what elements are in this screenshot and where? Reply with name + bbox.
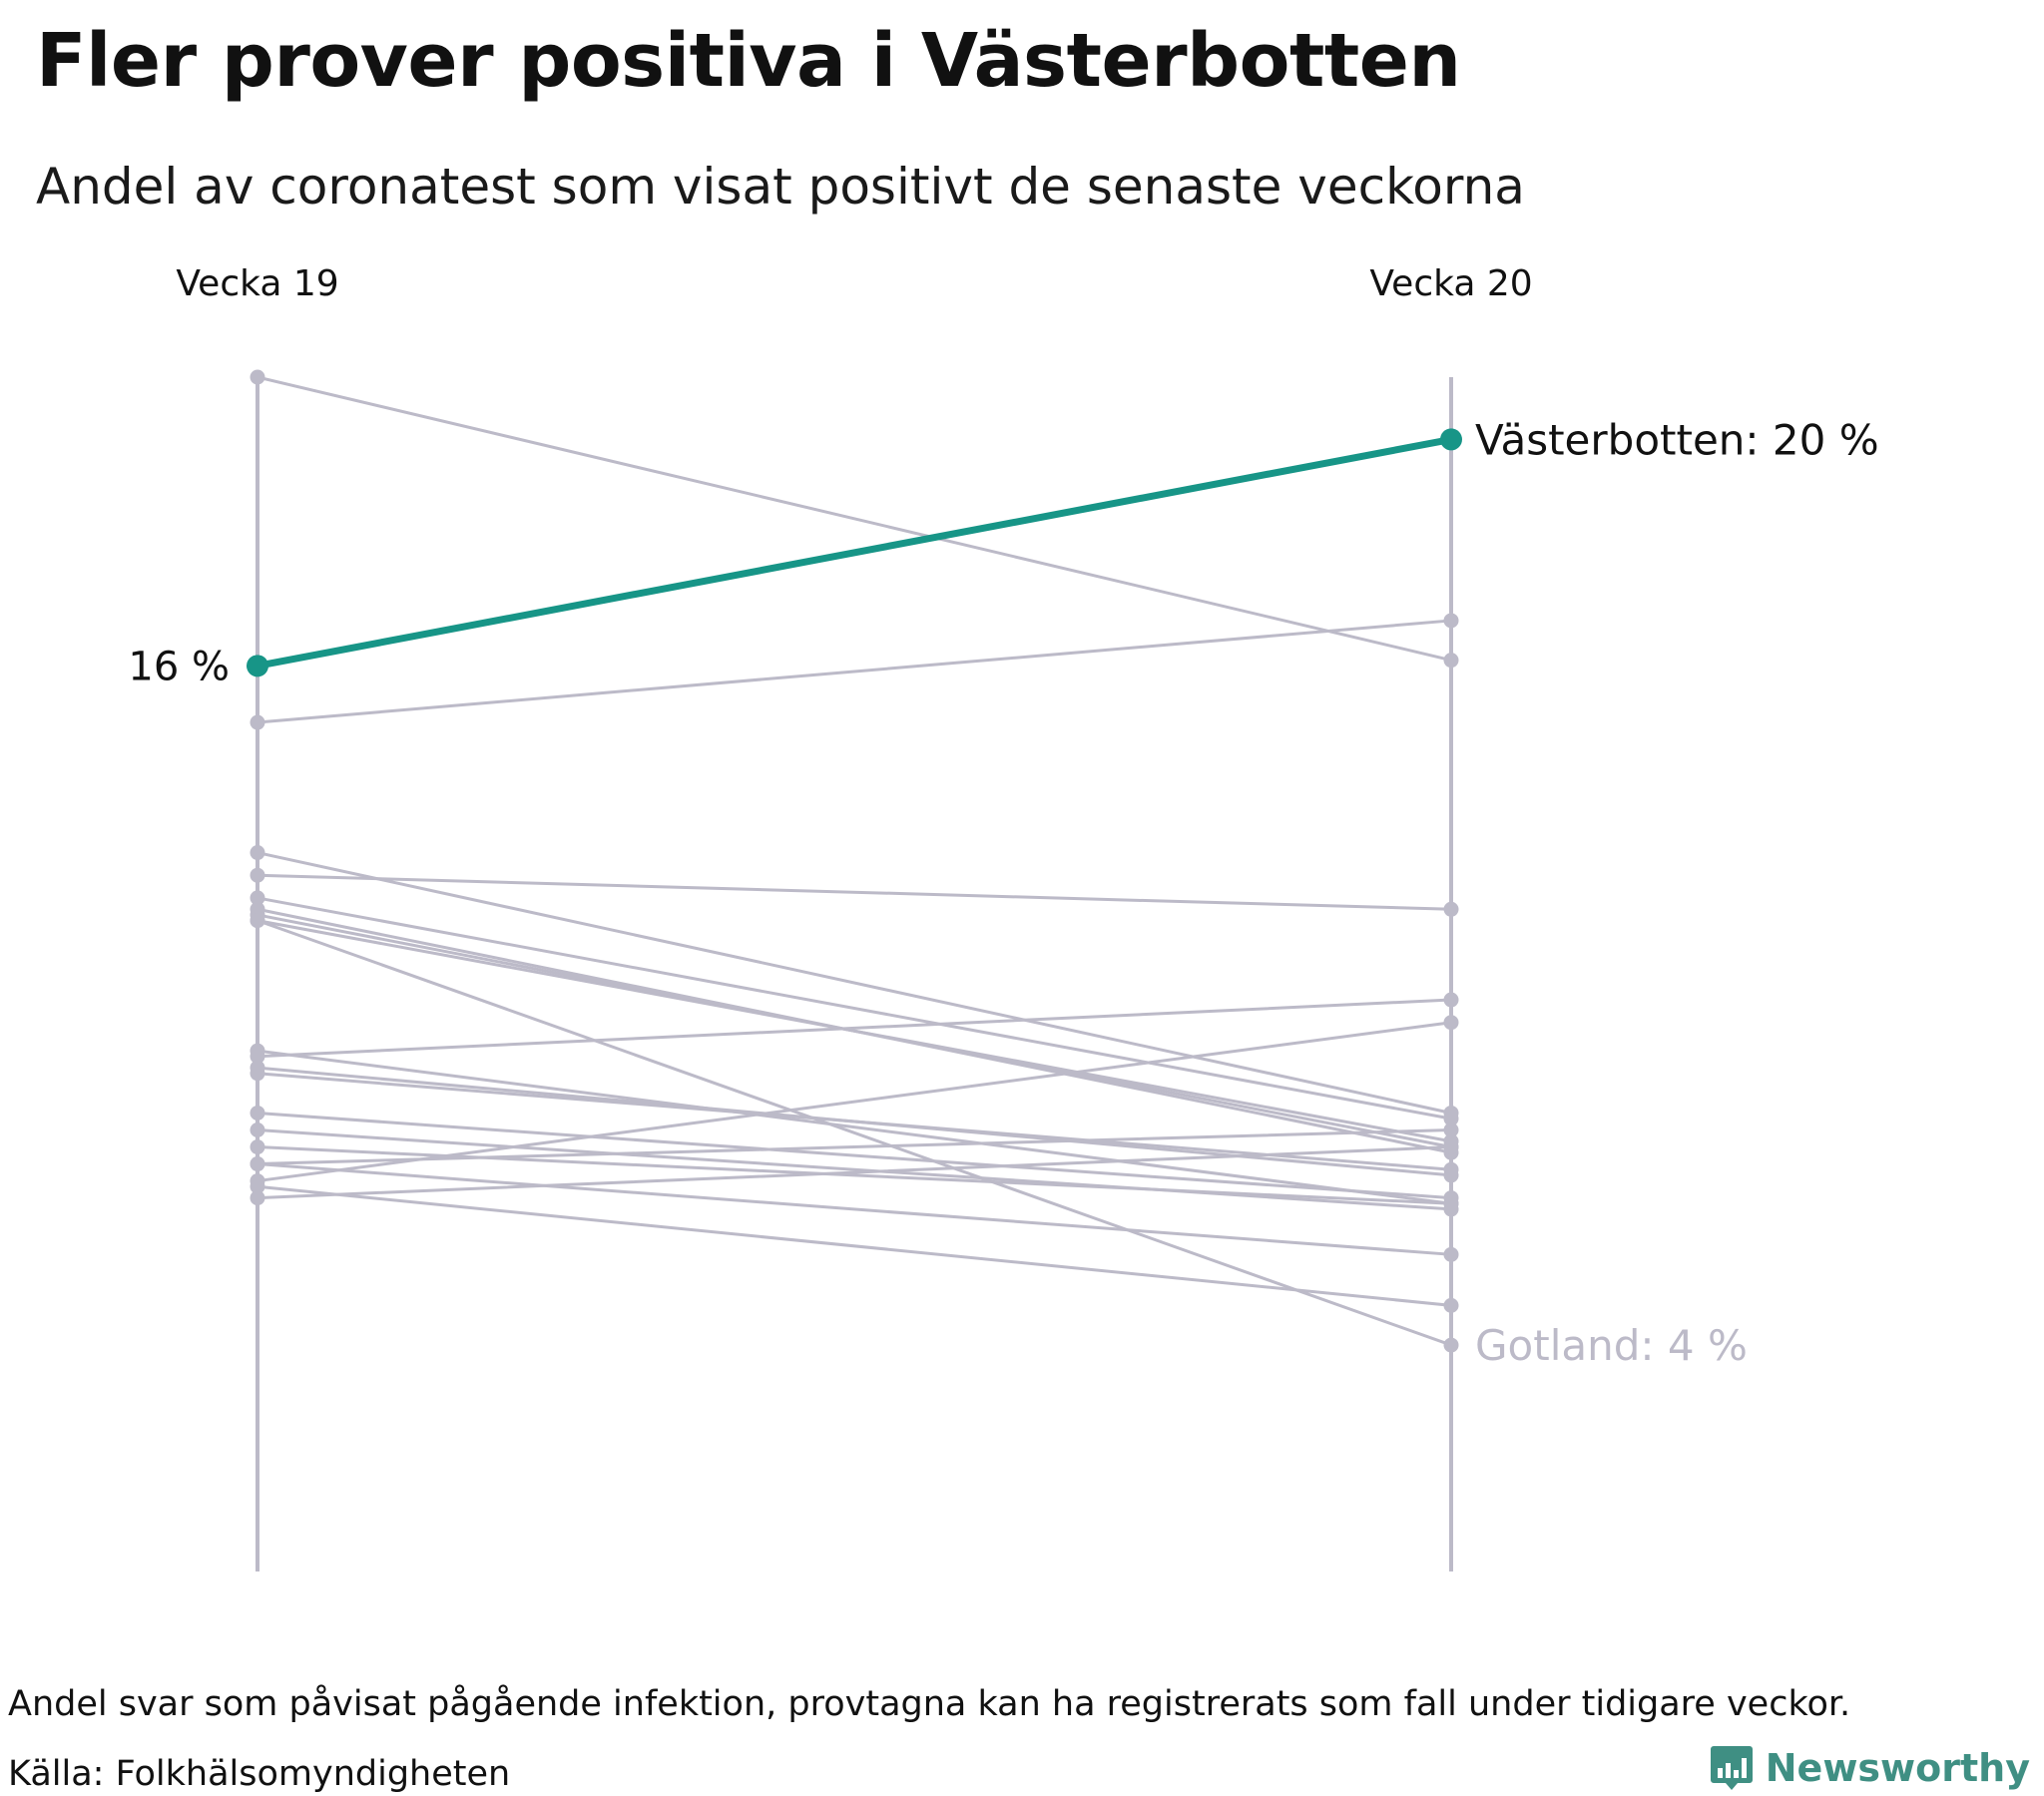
region-point-vecka-19-10: [250, 1043, 265, 1059]
region-line-10: [256, 1049, 1453, 1205]
vasterbotten-line: [254, 435, 1455, 670]
region-point-vecka-20-1: [1443, 653, 1459, 669]
region-line-19: [256, 1184, 1453, 1307]
region-line-13: [256, 1111, 1453, 1200]
gotland-point-vecka-20: [1443, 1337, 1459, 1353]
region-line-4: [256, 873, 1453, 911]
region-point-vecka-20-9: [1443, 992, 1459, 1008]
region-point-vecka-19-5: [250, 890, 265, 906]
region-point-vecka-20-12: [1443, 1161, 1459, 1177]
region-point-vecka-19-20: [250, 1190, 265, 1206]
vasterbotten-start-label: 16 %: [128, 644, 230, 689]
region-point-vecka-19-3: [250, 845, 265, 861]
vasterbotten-point-vecka-20: [1440, 428, 1462, 451]
region-line-17: [256, 1162, 1453, 1256]
region-line-20: [256, 1145, 1453, 1200]
bar-chart-speech-bubble-icon: [1710, 1746, 1753, 1790]
vasterbotten-point-vecka-19: [247, 655, 268, 677]
gotland-end-label: Gotland: 4 %: [1475, 1321, 1748, 1370]
region-point-vecka-19-4: [250, 867, 265, 883]
region-line-14: [256, 1128, 1453, 1211]
region-line-3: [256, 851, 1453, 1115]
brand-name: Newsworthy: [1765, 1746, 2030, 1790]
region-point-vecka-20-18: [1443, 1015, 1459, 1031]
region-point-vecka-19-14: [250, 1122, 265, 1138]
vasterbotten-end-label: Västerbotten: 20 %: [1475, 415, 1879, 464]
chart-subtitle: Andel av coronatest som visat positivt d…: [36, 158, 1525, 216]
category-label-vecka-20: Vecka 20: [1369, 263, 1532, 304]
region-line-18: [256, 1021, 1453, 1183]
region-point-vecka-19-2: [250, 714, 265, 730]
region-line-9: [256, 998, 1453, 1059]
region-point-vecka-20-20: [1443, 1139, 1459, 1155]
footnote: Andel svar som påvisat pågående infektio…: [8, 1684, 1851, 1724]
vasterbotten-series: [247, 428, 1462, 677]
source-credit: Källa: Folkhälsomyndigheten: [8, 1754, 511, 1794]
region-line-2: [256, 619, 1453, 724]
region-line-15: [256, 1145, 1453, 1205]
category-label-vecka-19: Vecka 19: [176, 263, 338, 304]
region-point-vecka-20-4: [1443, 901, 1459, 917]
region-line-16: [256, 1128, 1453, 1166]
region-point-vecka-20-17: [1443, 1246, 1459, 1262]
chart-title: Fler prover positiva i Västerbotten: [36, 18, 1461, 104]
region-point-vecka-19-15: [250, 1139, 265, 1155]
region-line-5: [256, 896, 1453, 1121]
gotland-series: [250, 913, 1459, 1353]
region-point-vecka-20-15: [1443, 1195, 1459, 1211]
gotland-point-vecka-19: [250, 913, 265, 929]
newsworthy-logo: Newsworthy: [1710, 1744, 2030, 1792]
region-line-12: [256, 1072, 1453, 1171]
region-point-vecka-19-17: [250, 1156, 265, 1172]
gotland-line: [256, 919, 1453, 1347]
slope-chart: Vecka 19 Vecka 20 16 % Västerbotten: 20 …: [128, 263, 1879, 1572]
other-regions-lines: [250, 369, 1459, 1313]
region-point-vecka-19-12: [250, 1066, 265, 1082]
region-point-vecka-20-2: [1443, 613, 1459, 629]
region-point-vecka-20-16: [1443, 1122, 1459, 1138]
region-point-vecka-19-13: [250, 1105, 265, 1121]
region-line-8: [256, 919, 1453, 1143]
region-line-1: [256, 375, 1453, 663]
region-point-vecka-19-1: [250, 369, 265, 385]
region-point-vecka-20-19: [1443, 1297, 1459, 1313]
region-point-vecka-19-19: [250, 1178, 265, 1194]
region-point-vecka-20-5: [1443, 1111, 1459, 1126]
